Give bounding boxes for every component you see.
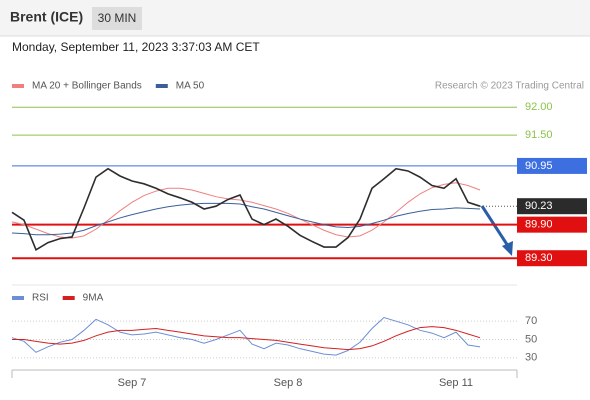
level-label: 90.95 bbox=[525, 160, 553, 172]
instrument-title: Brent (ICE) bbox=[10, 9, 83, 25]
timestamp: Monday, September 11, 2023 3:37:03 AM CE… bbox=[12, 40, 260, 54]
level-box bbox=[517, 198, 587, 215]
legend-swatch bbox=[12, 296, 24, 300]
series-line bbox=[11, 182, 481, 239]
series-line bbox=[12, 326, 481, 351]
level-label: 91.50 bbox=[525, 129, 553, 141]
legend-label: RSI bbox=[32, 293, 49, 304]
x-tick-label: Sep 8 bbox=[274, 377, 303, 389]
forecast-arrowhead bbox=[502, 241, 513, 256]
legend-swatch bbox=[62, 296, 75, 300]
header-bar bbox=[0, 0, 590, 36]
y-tick-label: 70 bbox=[525, 315, 537, 327]
series-line bbox=[11, 167, 481, 251]
level-box bbox=[517, 216, 587, 233]
interval-label[interactable]: 30 MIN bbox=[98, 11, 137, 25]
level-label: 92.00 bbox=[525, 101, 553, 113]
interval-button[interactable] bbox=[92, 7, 142, 30]
legend-swatch bbox=[12, 84, 24, 88]
level-label: 90.23 bbox=[525, 200, 553, 212]
level-label: 89.30 bbox=[525, 252, 553, 264]
credit: Research © 2023 Trading Central bbox=[435, 81, 584, 92]
x-tick-label: Sep 11 bbox=[439, 377, 473, 389]
legend-swatch bbox=[155, 84, 168, 88]
forecast-arrow bbox=[480, 205, 510, 247]
y-tick-label: 50 bbox=[525, 333, 537, 345]
y-tick-label: 30 bbox=[525, 352, 537, 364]
legend-label: MA 20 + Bollinger Bands bbox=[32, 81, 142, 92]
level-box bbox=[517, 157, 587, 174]
legend-label: 9MA bbox=[83, 293, 104, 304]
legend-label: MA 50 bbox=[176, 81, 205, 92]
level-label: 89.90 bbox=[525, 219, 553, 231]
x-tick-label: Sep 7 bbox=[118, 377, 147, 389]
level-box bbox=[517, 250, 587, 267]
series-line bbox=[11, 316, 481, 356]
